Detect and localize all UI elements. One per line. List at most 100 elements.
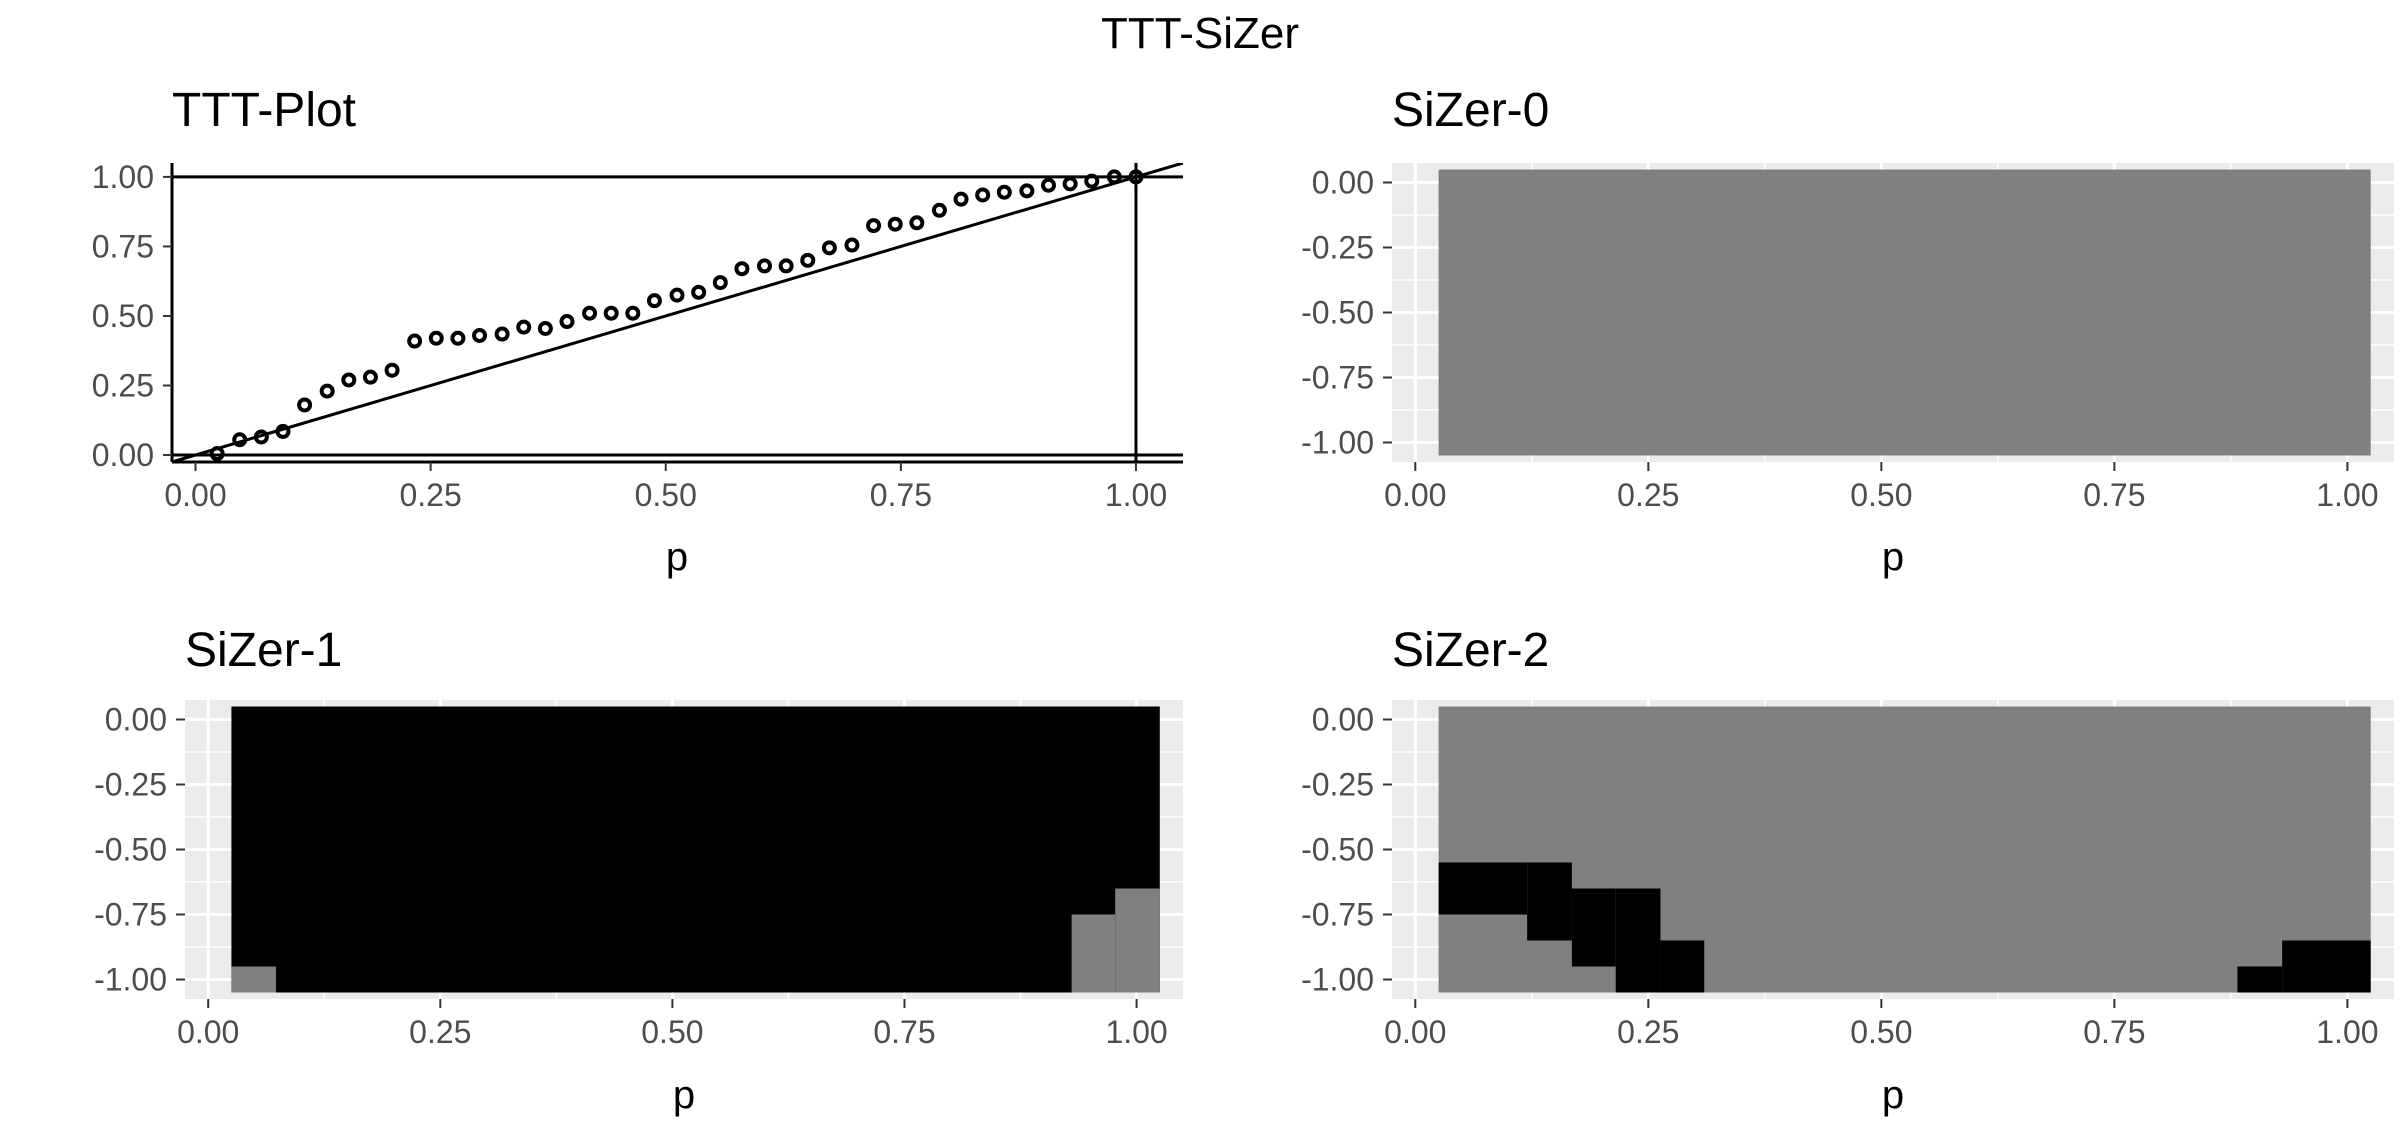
y-tick-label: 0.50 bbox=[92, 298, 154, 334]
axes-sizer1: 0.00 0.25 0.50 0.75 1.00 -1.00 -0.75 -0.50 -0.25… bbox=[94, 702, 1168, 1051]
x-tick-label: 0.25 bbox=[1617, 1014, 1679, 1050]
y-tick-label: -0.75 bbox=[1301, 360, 1374, 396]
data-point bbox=[319, 383, 335, 399]
data-point bbox=[669, 287, 685, 303]
data-point bbox=[1019, 183, 1035, 199]
heatmap-cell bbox=[1071, 914, 1116, 993]
x-tick-label: 1.00 bbox=[2316, 1014, 2378, 1050]
y-tick-label: 1.00 bbox=[92, 159, 154, 195]
data-point bbox=[1062, 176, 1078, 192]
data-point bbox=[428, 330, 444, 346]
panel-title-sizer0: SiZer-0 bbox=[1392, 84, 1549, 137]
data-point bbox=[450, 330, 466, 346]
y-tick-label: -1.00 bbox=[1301, 425, 1374, 461]
data-point bbox=[384, 362, 400, 378]
data-point bbox=[341, 372, 357, 388]
y-tick-label: -0.50 bbox=[1301, 295, 1374, 331]
data-point bbox=[691, 284, 707, 300]
data-point bbox=[625, 305, 641, 321]
data-point bbox=[253, 429, 269, 445]
x-tick-label: 0.00 bbox=[164, 477, 226, 513]
data-point bbox=[909, 215, 925, 231]
data-point bbox=[494, 326, 510, 342]
panel-sizer-2: SiZer-2 p 0.00 0.25 0.50 0.75 1.00 -1.00 -0.75… bbox=[1301, 624, 2394, 1117]
x-tick-label: 0.75 bbox=[873, 1014, 935, 1050]
data-point bbox=[712, 275, 728, 291]
x-tick-label: 0.50 bbox=[641, 1014, 703, 1050]
y-tick-label: -0.25 bbox=[1301, 230, 1374, 266]
x-tick-label: 0.00 bbox=[1384, 1014, 1446, 1050]
x-tick-label: 0.50 bbox=[635, 477, 697, 513]
x-tick-label: 0.25 bbox=[409, 1014, 471, 1050]
xlabel-sizer0: p bbox=[1882, 535, 1904, 579]
data-point bbox=[1084, 173, 1100, 189]
y-tick-label: -0.25 bbox=[1301, 767, 1374, 803]
heatmap-cell bbox=[2282, 940, 2371, 993]
x-tick-label: 0.75 bbox=[2083, 477, 2145, 513]
data-point bbox=[778, 258, 794, 274]
axes-ttt: 0.00 0.25 0.50 0.75 1.00 0.00 0.25 0.50 0.75 1.00 bbox=[92, 159, 1167, 513]
heatmap-cell bbox=[231, 966, 276, 993]
axes-sizer0: 0.00 0.25 0.50 0.75 1.00 -1.00 -0.75 -0.50 -0.25… bbox=[1301, 165, 2378, 514]
data-point bbox=[975, 187, 991, 203]
plot-area-ttt: 0.00 0.25 0.50 0.75 1.00 0.00 0.25 0.50 0.75 1.00 bbox=[92, 159, 1183, 513]
data-point bbox=[537, 320, 553, 336]
data-point bbox=[275, 423, 291, 439]
y-tick-label: -0.50 bbox=[1301, 832, 1374, 868]
x-tick-label: 0.00 bbox=[177, 1014, 239, 1050]
y-tick-label: -0.50 bbox=[94, 832, 167, 868]
data-point bbox=[844, 237, 860, 253]
heatmap-cell bbox=[1571, 888, 1616, 967]
x-tick-label: 0.50 bbox=[1850, 1014, 1912, 1050]
data-point bbox=[603, 305, 619, 321]
heatmap-region bbox=[231, 706, 1160, 993]
heatmap-region bbox=[1438, 169, 2371, 456]
figure-title: TTT-SiZer bbox=[1101, 9, 1299, 58]
data-point bbox=[582, 305, 598, 321]
plot-area-sizer2: 0.00 0.25 0.50 0.75 1.00 -1.00 -0.75 -0.50 -0.25… bbox=[1301, 700, 2394, 1050]
y-tick-label: -0.25 bbox=[94, 767, 167, 803]
reference-diagonal bbox=[172, 163, 1183, 462]
data-point bbox=[1041, 177, 1057, 193]
data-point bbox=[209, 446, 225, 462]
panel-title-sizer1: SiZer-1 bbox=[185, 624, 342, 677]
data-point bbox=[756, 258, 772, 274]
heatmap-cell bbox=[1660, 940, 1705, 993]
x-tick-label: 1.00 bbox=[1105, 477, 1167, 513]
reference-lines bbox=[172, 163, 1183, 462]
y-tick-label: -0.75 bbox=[1301, 897, 1374, 933]
data-point bbox=[646, 293, 662, 309]
heatmap-cell bbox=[1115, 888, 1160, 993]
data-point bbox=[559, 314, 575, 330]
data-point bbox=[800, 252, 816, 268]
panel-title-ttt: TTT-Plot bbox=[172, 84, 356, 137]
data-point bbox=[931, 202, 947, 218]
data-point bbox=[516, 319, 532, 335]
xlabel-sizer1: p bbox=[673, 1073, 695, 1117]
x-tick-label: 0.25 bbox=[1617, 477, 1679, 513]
x-tick-label: 0.25 bbox=[399, 477, 461, 513]
y-tick-label: -1.00 bbox=[94, 962, 167, 998]
data-point bbox=[887, 216, 903, 232]
y-tick-label: 0.25 bbox=[92, 368, 154, 404]
y-tick-label: 0.00 bbox=[92, 437, 154, 473]
data-point bbox=[1128, 169, 1144, 185]
xlabel-sizer2: p bbox=[1882, 1073, 1904, 1117]
data-point bbox=[297, 397, 313, 413]
data-point bbox=[232, 432, 248, 448]
y-tick-label: 0.00 bbox=[1312, 165, 1374, 201]
x-tick-label: 0.50 bbox=[1850, 477, 1912, 513]
data-point bbox=[996, 184, 1012, 200]
y-tick-label: 0.00 bbox=[105, 702, 167, 738]
data-point bbox=[734, 261, 750, 277]
x-tick-label: 0.75 bbox=[2083, 1014, 2145, 1050]
data-point bbox=[1106, 169, 1122, 185]
x-tick-label: 1.00 bbox=[2316, 477, 2378, 513]
y-tick-label: -1.00 bbox=[1301, 962, 1374, 998]
x-tick-label: 0.75 bbox=[870, 477, 932, 513]
data-point bbox=[407, 333, 423, 349]
y-tick-label: 0.75 bbox=[92, 228, 154, 264]
y-tick-label: -0.75 bbox=[94, 897, 167, 933]
xlabel-ttt: p bbox=[666, 535, 688, 579]
